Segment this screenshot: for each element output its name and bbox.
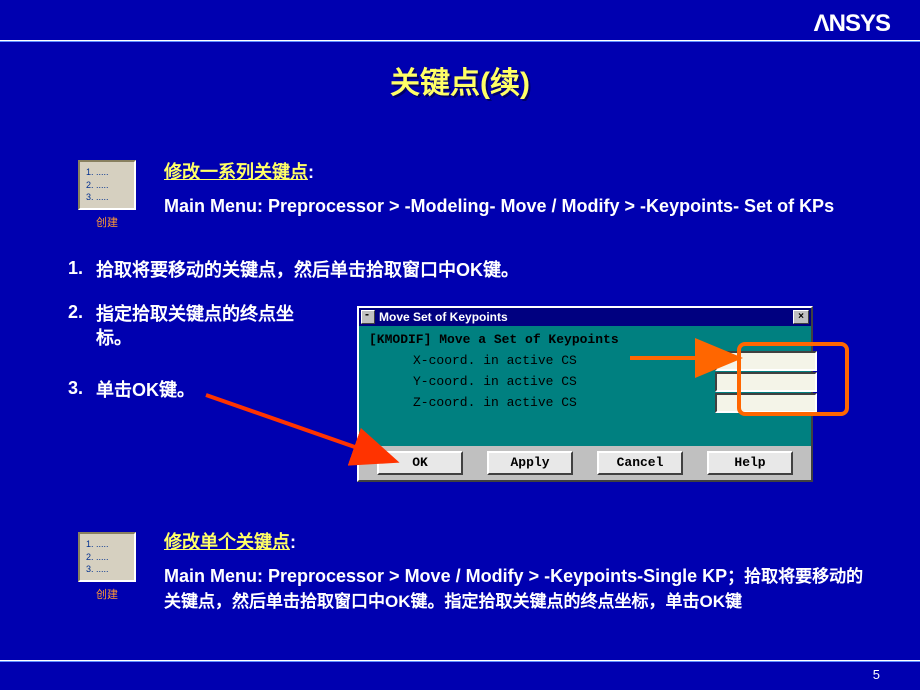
step-text: 指定拾取关键点的终点坐标。: [96, 302, 328, 351]
index-line: 2. .....: [86, 551, 128, 564]
coord-label: X-coord. in active CS: [413, 353, 577, 368]
index-box-1: 1. ..... 2. ..... 3. .....: [78, 160, 136, 210]
brand-logo: ΛNSYS: [814, 10, 890, 38]
bottom-rule: [0, 660, 920, 662]
index-caption-2: 创建: [86, 586, 128, 602]
dialog-button-row: OK Apply Cancel Help: [359, 446, 811, 480]
top-rule: [0, 40, 920, 42]
help-button[interactable]: Help: [707, 451, 793, 475]
step-num: 1.: [68, 258, 96, 279]
coord-label: Z-coord. in active CS: [413, 395, 577, 410]
section1-colon: :: [308, 162, 314, 182]
page-number: 5: [873, 667, 880, 682]
section2-menu-path: Main Menu: Preprocessor > Move / Modify …: [164, 566, 727, 586]
dialog-titlebar[interactable]: Move Set of Keypoints ×: [359, 308, 811, 326]
section2-heading: 修改单个关键点: [164, 532, 290, 552]
index-caption-1: 创建: [86, 214, 128, 230]
coord-label: Y-coord. in active CS: [413, 374, 577, 389]
index-line: 1. .....: [86, 538, 128, 551]
index-line: 1. .....: [86, 166, 128, 179]
slide-title: 关键点(续): [0, 58, 920, 102]
step-text: 单击OK键。: [96, 378, 328, 402]
dialog-title: Move Set of Keypoints: [379, 310, 793, 324]
cancel-button[interactable]: Cancel: [597, 451, 683, 475]
dialog-command-line: [KMODIF] Move a Set of Keypoints: [369, 332, 801, 347]
step-num: 2.: [68, 302, 96, 323]
apply-button[interactable]: Apply: [487, 451, 573, 475]
index-line: 2. .....: [86, 179, 128, 192]
index-box-2: 1. ..... 2. ..... 3. .....: [78, 532, 136, 582]
step-text: 拾取将要移动的关键点，然后单击拾取窗口中OK键。: [96, 258, 848, 282]
index-line: 3. .....: [86, 191, 128, 204]
section1-heading: 修改一系列关键点: [164, 162, 308, 182]
section2-colon: :: [290, 532, 296, 552]
step-num: 3.: [68, 378, 96, 399]
system-menu-icon[interactable]: [361, 310, 375, 324]
close-icon[interactable]: ×: [793, 310, 809, 324]
index-line: 3. .....: [86, 563, 128, 576]
callout-inputs: [737, 342, 849, 416]
ok-button[interactable]: OK: [377, 451, 463, 475]
section1-menu-path: Main Menu: Preprocessor > -Modeling- Mov…: [164, 194, 860, 218]
